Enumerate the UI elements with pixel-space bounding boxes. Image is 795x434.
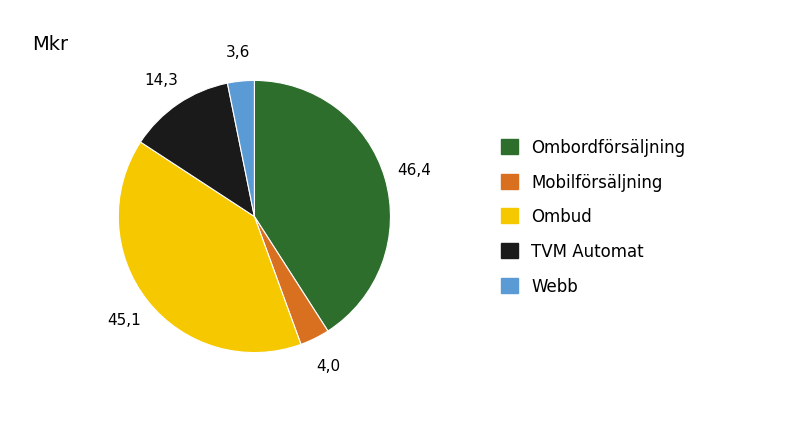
Text: 45,1: 45,1: [107, 312, 142, 327]
Text: Mkr: Mkr: [32, 35, 68, 54]
Wedge shape: [227, 81, 254, 217]
Text: 46,4: 46,4: [397, 163, 431, 178]
Wedge shape: [254, 217, 328, 345]
Legend: Ombordförsäljning, Mobilförsäljning, Ombud, TVM Automat, Webb: Ombordförsäljning, Mobilförsäljning, Omb…: [501, 139, 685, 295]
Wedge shape: [141, 84, 254, 217]
Text: 3,6: 3,6: [226, 45, 250, 60]
Text: 14,3: 14,3: [145, 72, 178, 87]
Wedge shape: [118, 143, 301, 353]
Wedge shape: [254, 81, 390, 331]
Text: 4,0: 4,0: [316, 358, 340, 373]
